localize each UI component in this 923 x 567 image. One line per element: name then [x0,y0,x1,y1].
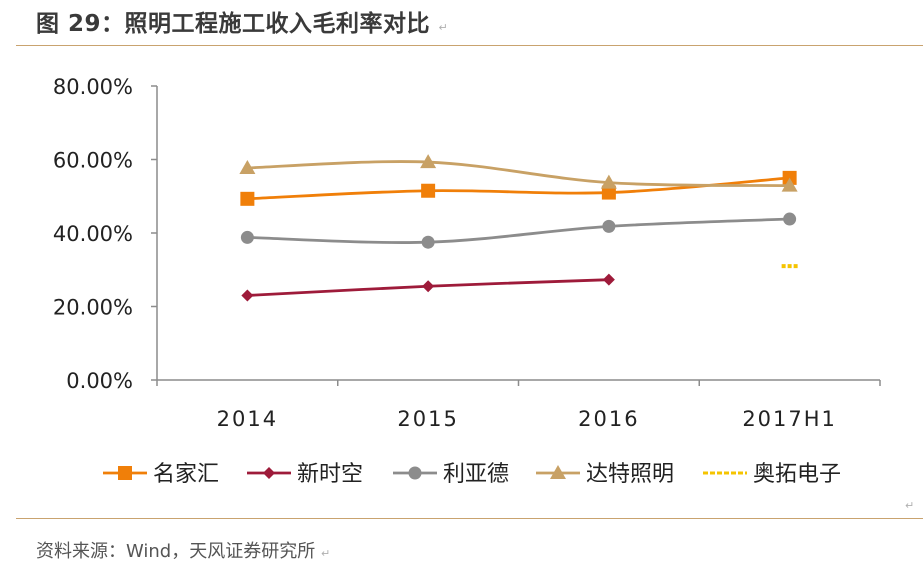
series-2-point [422,280,435,293]
figure-title-text: 图 29：照明工程施工收入毛利率对比 [36,11,431,37]
y-tick-label: 40.00% [53,222,133,246]
source-return-mark: ↵ [320,547,331,560]
legend-label: 奥拓电子 [753,462,841,487]
legend-label: 达特照明 [586,462,674,487]
source-text: 资料来源：Wind，天风证券研究所 [36,541,316,562]
series-4-point [600,174,617,189]
series-1-point [421,183,436,198]
series-3-line [247,217,790,244]
series-2-point [241,289,254,302]
y-tick-label: 60.00% [53,149,133,173]
series-1-line [247,176,790,201]
series-4-line [247,160,790,187]
top-rule [16,45,923,46]
series-4-point [239,159,256,174]
series-1-point [601,185,616,200]
y-tick-label: 20.00% [53,296,133,320]
legend-label: 新时空 [297,462,363,487]
series-1-point [240,191,255,206]
bottom-rule [16,518,923,519]
x-tick-label: 2014 [217,407,278,431]
legend-marker [263,467,275,479]
legend-marker [550,465,566,479]
series-4-point [420,154,437,169]
x-tick-label: 2016 [578,407,639,431]
corner-return-mark: ↵ [905,499,915,512]
y-tick-label: 0.00% [66,369,133,393]
series-3-point [240,230,254,244]
return-mark: ↵ [438,21,449,34]
series-3-point [421,235,435,249]
figure-title: 图 29：照明工程施工收入毛利率对比 ↵ [36,4,448,38]
legend-marker [408,466,422,480]
y-tick-label: 80.00% [53,75,133,99]
legend-marker [118,466,132,480]
x-tick-label: 2017H1 [742,407,837,431]
series-3-point [602,219,616,233]
legend-label: 名家汇 [153,462,219,487]
series-4-point [781,177,798,192]
series-2-point [602,273,615,286]
line-chart: 0.00% 20.00% 40.00% 60.00% 80.00% 2014 2015 201… [53,75,881,487]
x-tick-label: 2015 [397,407,458,431]
legend-label: 利亚德 [443,462,509,487]
series-3-point [783,212,797,226]
source-note: 资料来源：Wind，天风证券研究所 ↵ [36,537,330,563]
